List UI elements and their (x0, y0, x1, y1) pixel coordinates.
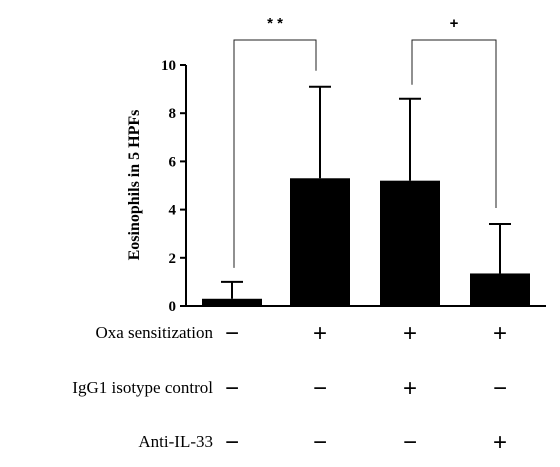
condition-label: Oxa sensitization (95, 323, 213, 342)
minus-symbol: − (225, 320, 239, 347)
condition-label: Anti-IL-33 (138, 432, 213, 451)
axes (185, 65, 546, 307)
y-tick-label: 6 (169, 154, 177, 170)
plus-symbol: + (493, 429, 507, 456)
significance-brackets: * * + (233, 15, 497, 268)
condition-label: IgG1 isotype control (72, 378, 213, 397)
y-tick-label: 8 (169, 106, 177, 122)
y-tick-label: 10 (161, 58, 176, 74)
bars (202, 178, 530, 306)
y-tick-label: 2 (169, 251, 177, 267)
significance-label: * * (267, 15, 283, 32)
y-axis-label: Eosinophils in 5 HPFs (126, 110, 143, 261)
bar-2 (290, 178, 350, 306)
significance-label: + (450, 15, 459, 32)
error-bars (221, 85, 511, 299)
bar-3 (380, 180, 440, 306)
plus-symbol: + (493, 320, 507, 347)
condition-table: Oxa sensitization − + + +IgG1 isotype contro… (72, 320, 507, 456)
minus-symbol: − (225, 429, 239, 456)
bar-4 (470, 273, 530, 306)
plus-symbol: + (403, 320, 417, 347)
minus-symbol: − (403, 429, 417, 456)
plus-symbol: + (403, 375, 417, 402)
minus-symbol: − (493, 375, 507, 402)
y-tick-label: 0 (169, 299, 177, 315)
y-ticks: 0 2 4 6 8 10 (161, 58, 186, 315)
significance-bracket (233, 39, 317, 268)
plus-symbol: + (313, 320, 327, 347)
significance-bracket (411, 39, 497, 209)
minus-symbol: − (313, 375, 327, 402)
minus-symbol: − (313, 429, 327, 456)
bar-1 (202, 298, 262, 306)
y-tick-label: 4 (169, 203, 177, 219)
minus-symbol: − (225, 375, 239, 402)
